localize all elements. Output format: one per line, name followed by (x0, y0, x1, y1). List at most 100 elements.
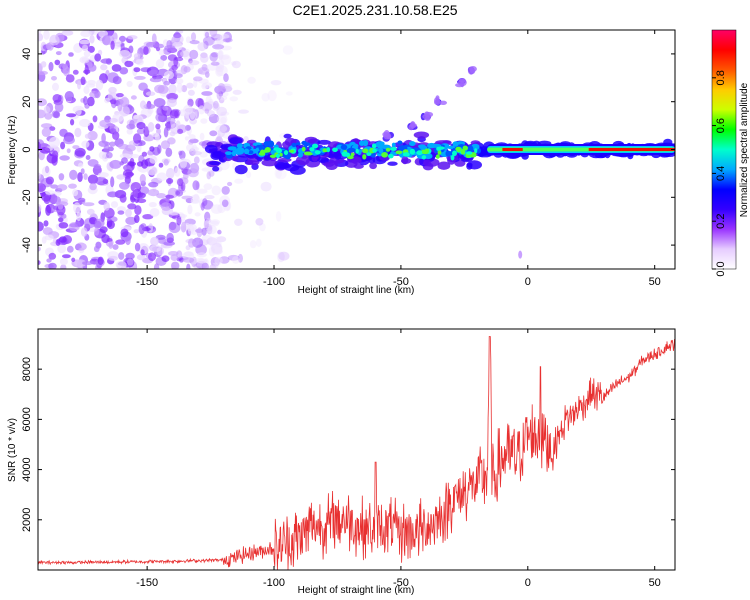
band-core (227, 146, 237, 151)
noise-blob (177, 128, 184, 135)
band-peak (314, 150, 321, 155)
noise-blob (87, 96, 95, 107)
snr-series-line (38, 336, 675, 570)
noise-blob (69, 169, 78, 180)
branch-blob (422, 114, 432, 120)
band-peak (385, 147, 391, 152)
noise-blob (206, 171, 212, 180)
noise-blob (55, 239, 61, 246)
chart-title: C2E1.2025.231.10.58.E25 (292, 2, 458, 18)
noise-blob (93, 163, 102, 170)
noise-blob (187, 204, 193, 215)
noise-blob (133, 114, 139, 120)
noise-blob (166, 92, 179, 101)
noise-blob (158, 49, 165, 56)
band-peak (273, 147, 281, 151)
noise-blob (220, 117, 227, 124)
noise-blob (68, 52, 74, 57)
noise-blob (38, 183, 46, 192)
spectrogram-y-tick-label: 40 (21, 48, 33, 60)
noise-blob (87, 45, 95, 53)
noise-blob (121, 157, 128, 164)
noise-blob (135, 58, 144, 66)
noise-blob (143, 46, 149, 55)
noise-blob (188, 238, 195, 248)
noise-blob (187, 168, 199, 178)
band-core (281, 155, 292, 158)
noise-blob (196, 227, 203, 238)
noise-blob (133, 53, 141, 60)
band-blob (334, 151, 342, 160)
line-hot (502, 148, 523, 151)
noise-blob (249, 240, 257, 249)
band-blob (369, 162, 377, 170)
noise-blob (193, 156, 200, 164)
noise-blob (166, 232, 174, 244)
noise-blob (207, 225, 217, 235)
noise-blob (259, 222, 266, 232)
band-peak (309, 147, 315, 152)
noise-blob (74, 259, 87, 268)
noise-blob (50, 184, 59, 189)
noise-blob (59, 155, 70, 161)
noise-blob (44, 234, 54, 241)
spectrogram-x-tick-label: -150 (136, 276, 158, 288)
noise-blob (183, 104, 193, 115)
noise-blob (125, 236, 131, 246)
noise-blob (55, 51, 62, 56)
noise-blob (97, 172, 109, 178)
spectrogram-plot: -150 -100 -50 0 50 -40 -20 0 20 40 (21, 29, 676, 288)
band-core (375, 141, 385, 146)
band-core (445, 150, 451, 157)
noise-blob (80, 168, 85, 175)
band-peak (421, 155, 427, 160)
noise-blob (186, 223, 197, 232)
spectrogram-y-tick-label: -20 (21, 189, 33, 205)
noise-blob (129, 153, 140, 159)
noise-blob (196, 188, 208, 194)
noise-blob (195, 181, 200, 190)
noise-blob (103, 144, 110, 155)
colorbar-ticks: 0.0 0.2 0.4 0.6 0.8 (711, 29, 737, 277)
noise-blob (71, 257, 76, 262)
noise-blob (147, 189, 160, 197)
noise-blob (98, 151, 106, 160)
noise-blob (261, 92, 270, 102)
band-peak (275, 153, 280, 159)
band-core (237, 143, 243, 148)
noise-blob (227, 181, 233, 187)
noise-blob (43, 220, 49, 227)
noise-blob (149, 244, 162, 252)
noise-blob (73, 202, 81, 214)
noise-blob (196, 252, 207, 258)
noise-blob (147, 122, 155, 132)
band-core (234, 148, 245, 155)
noise-blob (155, 123, 161, 130)
noise-blob (61, 30, 74, 36)
noise-blob (175, 78, 184, 85)
noise-blob (518, 250, 523, 259)
noise-blob (255, 238, 262, 247)
noise-blob (134, 75, 146, 80)
noise-blob (139, 100, 147, 110)
noise-blob (211, 246, 223, 255)
snr-x-tick-label: -50 (393, 577, 409, 589)
noise-blob (146, 165, 158, 176)
noise-blob (110, 40, 115, 50)
band-peak (355, 148, 359, 154)
spectrogram-x-tick-label: 50 (649, 276, 661, 288)
noise-blob (120, 228, 129, 238)
noise-blob (146, 41, 156, 48)
noise-blob (181, 85, 188, 93)
noise-blob (63, 136, 75, 145)
noise-blob (48, 262, 57, 269)
noise-blob (77, 80, 82, 90)
noise-blob (68, 183, 77, 189)
noise-blob (218, 160, 230, 171)
spectrogram-x-tick-label: 0 (525, 276, 531, 288)
noise-blob (155, 43, 165, 49)
snr-y-tick-label: 4000 (21, 457, 33, 481)
branch-blob (455, 83, 464, 88)
noise-blob (138, 224, 145, 235)
band-core (409, 141, 416, 147)
